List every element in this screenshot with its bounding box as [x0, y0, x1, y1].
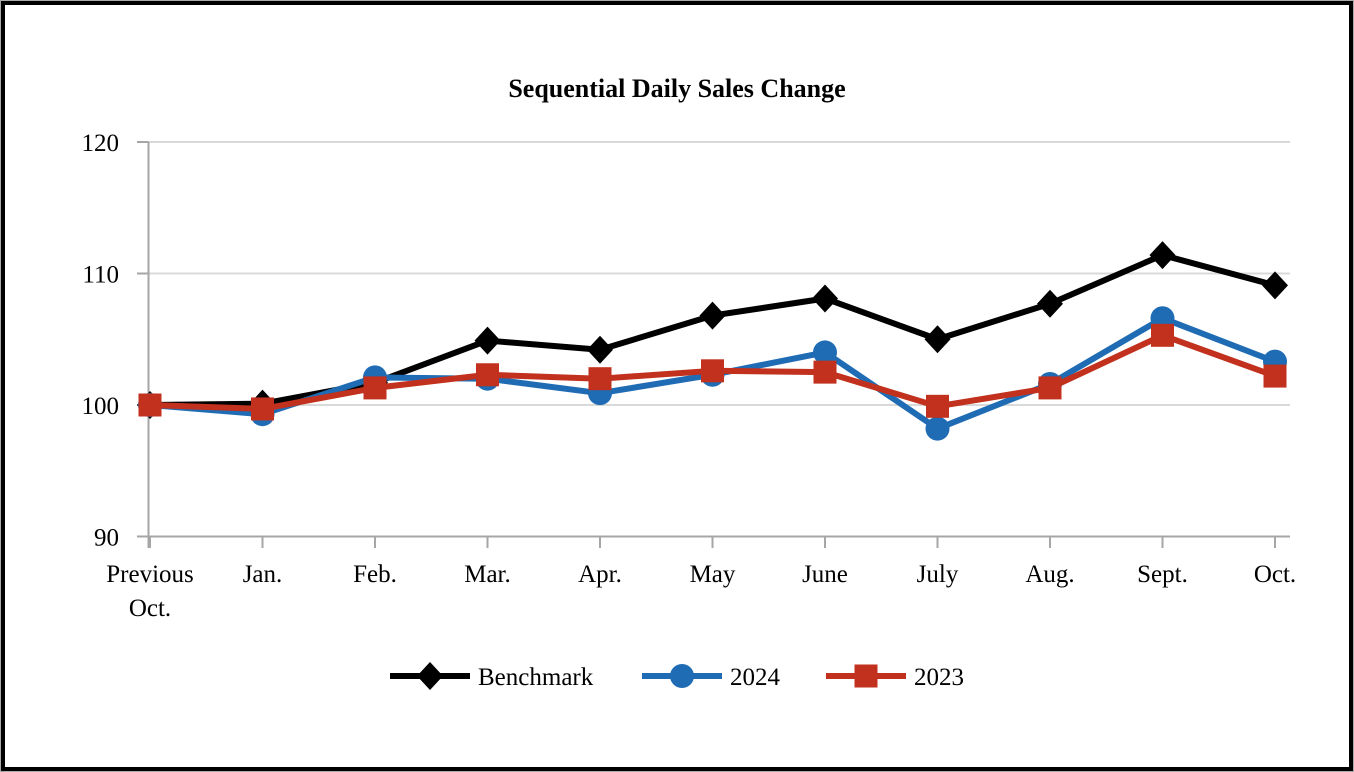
gridlines: [148, 141, 1290, 406]
series-2024-point-6: [813, 340, 837, 365]
y-tick-label-120: 120: [82, 130, 120, 157]
series-2023-point-6: [813, 360, 837, 384]
series-benchmark-point-3: [474, 326, 501, 355]
series-2024-point-7: [925, 416, 950, 441]
series-2023-point-3: [476, 363, 499, 387]
series-benchmark-point-9: [1149, 241, 1176, 270]
x-label-apr: Apr.: [578, 561, 622, 588]
series-2023-point-1: [251, 397, 274, 421]
series-2023-point-0: [138, 393, 162, 417]
series-benchmark-point-7: [924, 325, 951, 354]
series-2023-point-8: [1038, 376, 1062, 400]
series-benchmark-point-8: [1037, 289, 1063, 318]
series-plot: [137, 241, 1288, 441]
series-benchmark-point-10: [1262, 271, 1288, 300]
legend-item-2023: 2023: [826, 664, 964, 691]
series-2023-point-4: [588, 367, 612, 391]
x-label-may: May: [690, 561, 736, 588]
x-label-feb: Feb.: [353, 561, 397, 588]
y-tick-label-90: 90: [94, 525, 119, 552]
x-label-jan: Jan.: [243, 561, 283, 588]
x-label-june: June: [802, 561, 848, 588]
y-tick-label-110: 110: [82, 262, 119, 289]
series-benchmark-point-6: [812, 284, 838, 313]
series-2023-point-9: [1151, 323, 1174, 347]
series-2023-point-7: [926, 394, 949, 418]
series-2023: [138, 323, 1287, 421]
series-benchmark: [137, 241, 1288, 419]
x-label-oct: Oct.: [1254, 561, 1296, 588]
x-label-july: July: [917, 561, 959, 588]
legend-marker-benchmark: [417, 662, 443, 690]
x-label-aug: Aug.: [1025, 561, 1074, 588]
legend-label-benchmark: Benchmark: [478, 664, 594, 691]
legend-label-2024: 2024: [730, 664, 781, 691]
x-label-previous-oct-line2: Oct.: [129, 595, 171, 622]
legend: Benchmark 2024 2023: [390, 662, 964, 691]
series-benchmark-point-5: [699, 301, 726, 330]
x-label-previous-oct-line1: Previous: [106, 561, 194, 588]
legend-item-benchmark: Benchmark: [390, 662, 594, 691]
legend-item-2024: 2024: [642, 664, 781, 691]
legend-marker-2024: [670, 664, 694, 688]
x-label-mar: Mar.: [464, 561, 511, 588]
legend-marker-2023: [854, 664, 878, 688]
y-tick-label-100: 100: [82, 393, 120, 420]
series-2023-point-10: [1263, 364, 1287, 388]
series-benchmark-point-4: [587, 335, 613, 364]
series-2023-point-2: [363, 376, 387, 400]
legend-label-2023: 2023: [914, 664, 964, 691]
axis-labels: 90 100 110 120 Previous Oct. Jan. Feb. Mar. Apr. M…: [82, 130, 1297, 622]
series-2023-point-5: [701, 359, 724, 383]
chart-title: Sequential Daily Sales Change: [508, 74, 845, 103]
x-label-sept: Sept.: [1137, 561, 1188, 588]
axes: [137, 141, 1290, 548]
